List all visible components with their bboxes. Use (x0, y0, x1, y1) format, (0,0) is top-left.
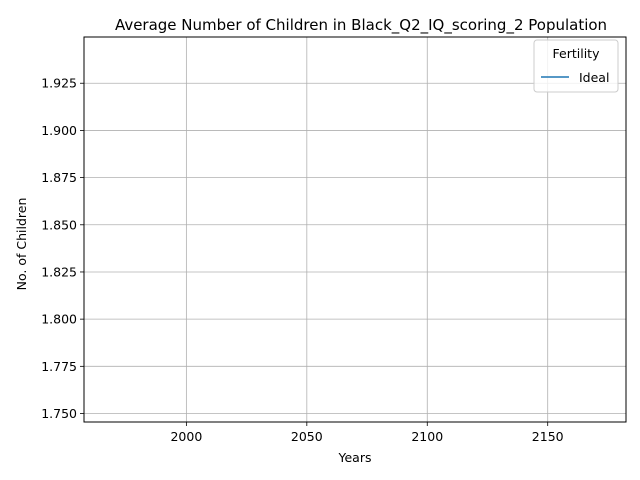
x-tick-label: 2100 (411, 429, 443, 444)
x-axis-label: Years (338, 450, 372, 465)
y-tick-label: 1.850 (41, 217, 77, 232)
y-tick-label: 1.925 (41, 76, 77, 91)
legend-title: Fertility (553, 46, 601, 61)
grid (84, 37, 626, 422)
y-tick-label: 1.800 (41, 312, 77, 327)
chart-title: Average Number of Children in Black_Q2_I… (115, 16, 607, 35)
y-tick-label: 1.750 (41, 406, 77, 421)
legend: Fertility Ideal (533, 39, 619, 93)
y-axis-label: No. of Children (14, 198, 29, 291)
x-tick-label: 2000 (170, 429, 202, 444)
y-tick-label: 1.875 (41, 170, 77, 185)
plot-frame (83, 36, 627, 423)
y-tick-label: 1.825 (41, 264, 77, 279)
legend-box (533, 39, 619, 93)
x-tick-label: 2050 (291, 429, 323, 444)
y-tick-label: 1.900 (41, 123, 77, 138)
y-tick-label: 1.775 (41, 359, 77, 374)
x-tick-label: 2150 (532, 429, 564, 444)
x-axis: 2000 2050 2100 2150 (170, 422, 564, 444)
y-axis: 1.750 1.775 1.800 1.825 1.850 1.875 1.900 1.925 (41, 76, 84, 421)
legend-label-ideal: Ideal (579, 70, 609, 85)
